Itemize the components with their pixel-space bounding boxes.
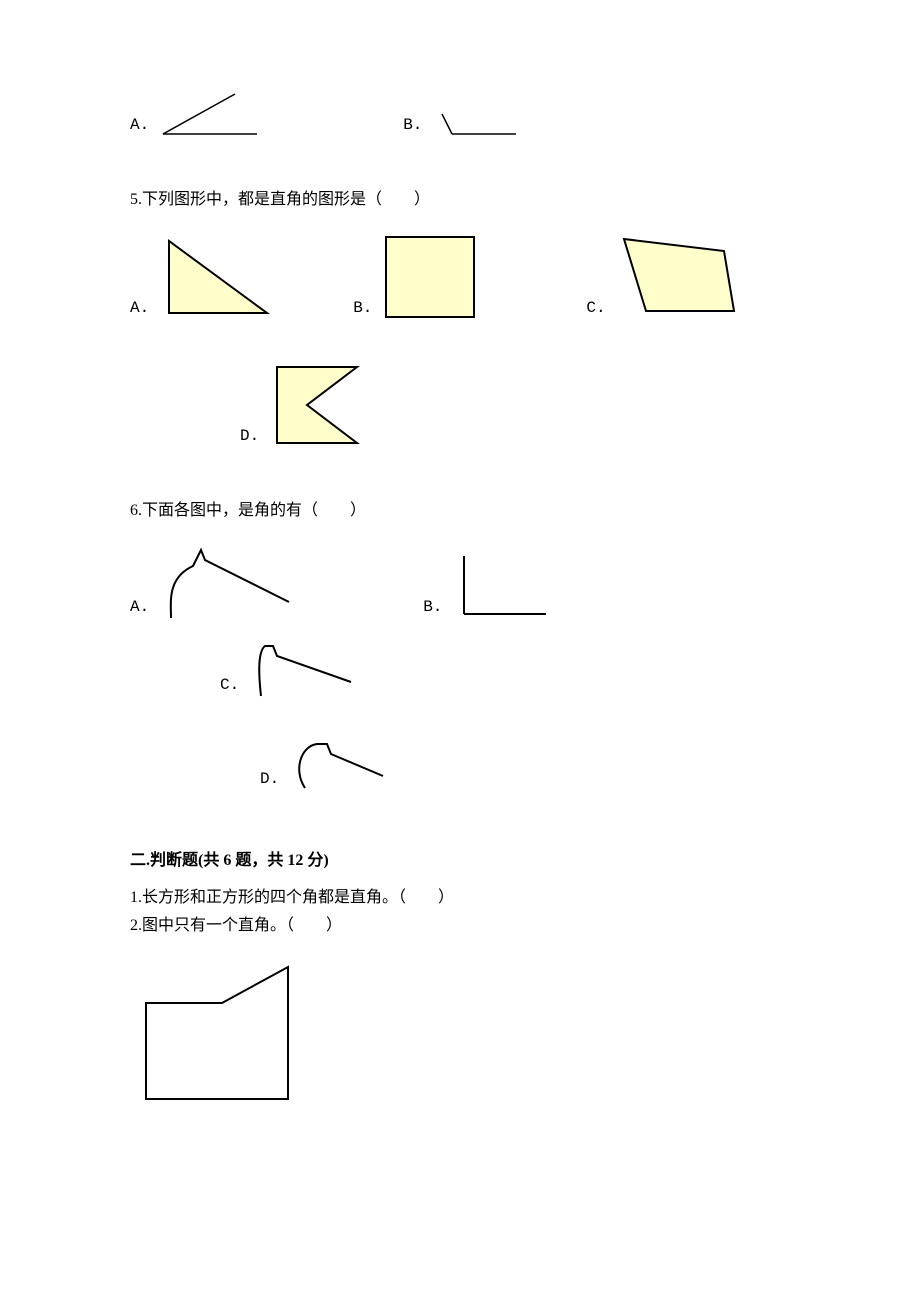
q6-option-b: B. <box>423 552 556 622</box>
q5-option-b: B. <box>353 231 486 323</box>
q6-text: 6.下面各图中，是角的有（ ） <box>130 497 790 524</box>
angle-icon-b <box>430 108 520 140</box>
q5-option-c: C. <box>586 233 749 323</box>
curve-angle-icon-d <box>287 736 387 794</box>
q6-label-d: D. <box>260 770 279 794</box>
q5-label-a: A. <box>130 299 149 323</box>
pentagon-icon <box>136 957 296 1107</box>
q6-row1: A. B. C. <box>130 542 790 716</box>
triangle-icon <box>157 233 277 323</box>
q6-row2: D. <box>130 736 790 810</box>
q5-option-d: D. <box>240 359 373 451</box>
quadrilateral-icon <box>614 233 744 323</box>
j2-text: 2.图中只有一个直角。（ ） <box>130 912 790 939</box>
qtop-options: A. B. <box>130 90 790 156</box>
q6-label-b: B. <box>423 598 442 622</box>
curve-angle-icon-a <box>157 542 307 622</box>
qtop-option-a: A. <box>130 90 273 140</box>
concave-icon <box>267 359 367 451</box>
qtop-option-b: B. <box>403 108 526 140</box>
angle-icon-a <box>157 90 267 140</box>
q6-option-c: C. <box>220 638 363 700</box>
q6-option-d: D. <box>260 736 393 794</box>
section2-title: 二.判断题(共 6 题，共 12 分) <box>130 846 790 870</box>
curve-angle-icon-c <box>247 638 357 700</box>
q5-option-a: A. <box>130 233 283 323</box>
qtop-label-b: B. <box>403 116 422 140</box>
rectangle-icon <box>380 231 480 323</box>
q6-option-a: A. <box>130 542 313 622</box>
qtop-label-a: A. <box>130 116 149 140</box>
q6-label-c: C. <box>220 676 239 700</box>
q5-text: 5.下列图形中，都是直角的图形是（ ） <box>130 186 790 213</box>
q5-row2: D. <box>130 359 790 467</box>
q5-label-b: B. <box>353 299 372 323</box>
q6-label-a: A. <box>130 598 149 622</box>
q5-row1: A. B. C. <box>130 231 790 339</box>
q5-label-d: D. <box>240 427 259 451</box>
right-angle-icon <box>450 552 550 622</box>
j1-text: 1.长方形和正方形的四个角都是直角。（ ） <box>130 884 790 911</box>
q5-label-c: C. <box>586 299 605 323</box>
